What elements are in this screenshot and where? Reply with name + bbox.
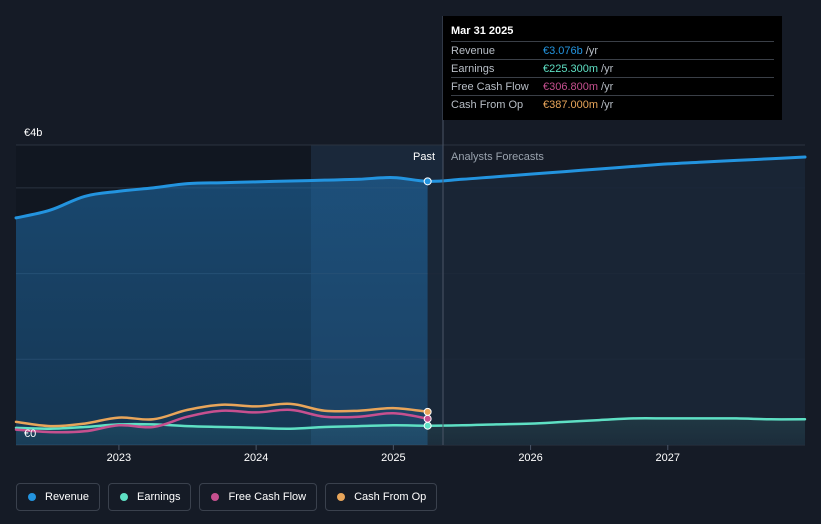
legend-dot-icon	[120, 493, 129, 501]
forecast-label: Analysts Forecasts	[451, 151, 544, 163]
tooltip-unit: /yr	[601, 98, 614, 111]
series-markers	[423, 177, 432, 430]
free-cash-flow-marker	[423, 414, 432, 423]
tooltip-value: €225.300m	[543, 62, 599, 75]
y-axis-top-label: €4b	[24, 127, 42, 139]
legend-dot-icon	[337, 493, 346, 501]
tooltip-row-revenue: Revenue €3.076b /yr	[451, 41, 774, 59]
tooltip-label: Earnings	[451, 62, 495, 75]
series-lines	[14, 155, 807, 434]
tooltip-date: Mar 31 2025	[451, 25, 514, 37]
tooltip-label: Cash From Op	[451, 98, 524, 111]
tooltip: Mar 31 2025 Revenue €3.076b /yr Earnings…	[443, 16, 782, 120]
free-cash-flow-line	[14, 408, 429, 434]
revenue-marker	[423, 177, 432, 186]
x-axis-ticks: 2023 2024 2025 2026 2027	[107, 445, 680, 464]
legend-free-cash-flow-button[interactable]: Free Cash Flow	[199, 483, 318, 511]
earnings-marker	[423, 421, 432, 430]
x-tick-label: 2023	[107, 452, 131, 464]
legend-label: Cash From Op	[354, 491, 427, 503]
tooltip-value: €387.000m	[543, 98, 599, 111]
tooltip-label: Free Cash Flow	[451, 80, 529, 93]
past-label: Past	[413, 151, 435, 163]
tooltip-row-free-cash-flow: Free Cash Flow €306.800m /yr	[451, 77, 774, 95]
cash-from-op-line	[14, 402, 429, 428]
cash-from-op-marker	[423, 407, 432, 416]
x-tick-label: 2026	[518, 452, 542, 464]
tooltip-label: Revenue	[451, 44, 496, 57]
legend-label: Free Cash Flow	[228, 491, 307, 503]
earnings-area	[16, 418, 805, 445]
tooltip-row-earnings: Earnings €225.300m /yr	[451, 59, 774, 77]
y-axis-bottom-label: €0	[24, 428, 36, 440]
legend-revenue-button[interactable]: Revenue	[16, 483, 101, 511]
tooltip-value: €306.800m	[543, 80, 599, 93]
tooltip-unit: /yr	[601, 62, 614, 75]
earnings-line	[14, 417, 807, 430]
legend-label: Earnings	[137, 491, 181, 503]
revenue-line	[14, 155, 807, 220]
tooltip-row-cash-from-op: Cash From Op €387.000m /yr	[451, 95, 774, 113]
legend-dot-icon	[211, 493, 220, 501]
tooltip-unit: /yr	[601, 80, 614, 93]
x-tick-label: 2024	[244, 452, 268, 464]
legend-label: Revenue	[45, 491, 90, 503]
legend-earnings-button[interactable]: Earnings	[108, 483, 192, 511]
x-tick-label: 2025	[381, 452, 405, 464]
tooltip-unit: /yr	[585, 44, 598, 57]
legend-dot-icon	[28, 493, 36, 501]
legend: Revenue Earnings Free Cash Flow Cash Fro…	[16, 483, 438, 511]
series-areas	[16, 157, 805, 445]
x-tick-label: 2027	[656, 452, 680, 464]
tooltip-value: €3.076b	[543, 44, 583, 57]
revenue-area-past	[16, 177, 428, 445]
revenue-area-forecast	[427, 157, 805, 445]
legend-cash-from-op-button[interactable]: Cash From Op	[325, 483, 438, 511]
